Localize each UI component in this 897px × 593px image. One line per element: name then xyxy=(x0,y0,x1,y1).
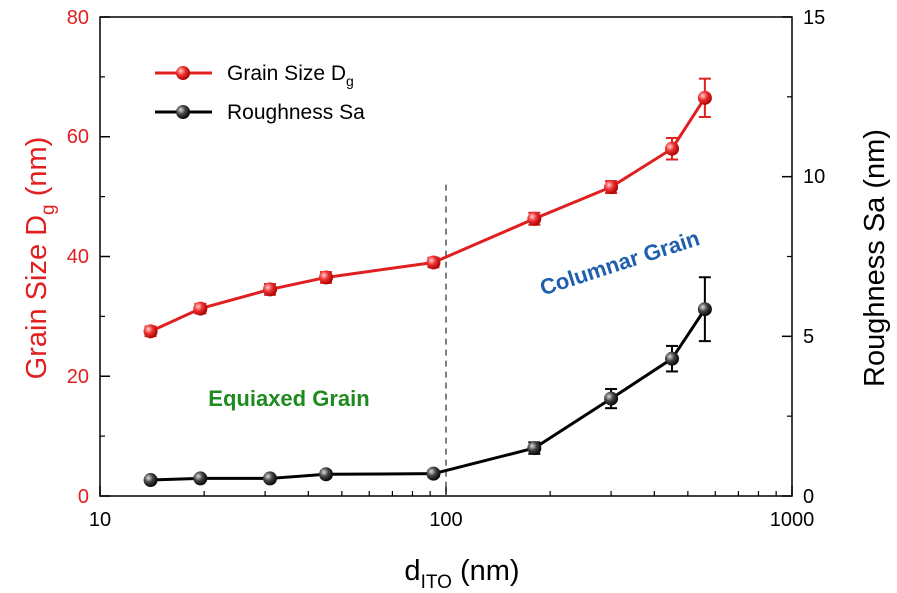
x-axis-title-main: d xyxy=(404,555,420,587)
legend-label-grain-size-sub: g xyxy=(346,73,354,89)
y-left-axis-title-sub: g xyxy=(38,204,59,215)
legend-label-grain-size: Grain Size Dg xyxy=(227,62,354,89)
x-tick-label-1000: 1000 xyxy=(770,509,815,531)
data-point-grain-size xyxy=(319,270,334,285)
annotation-columnar-grain: Columnar Grain xyxy=(537,225,703,300)
y-right-tick-label-10: 10 xyxy=(803,166,825,188)
series-line-grain-size xyxy=(149,97,707,333)
x-tick-label-10: 10 xyxy=(89,509,111,531)
x-tick-labels: 10 100 1000 xyxy=(89,509,814,531)
legend-label-grain-size-main: Grain Size D xyxy=(227,62,346,85)
y-right-tick-labels: 0 5 10 15 xyxy=(803,7,825,508)
y-right-tick-label-5: 5 xyxy=(803,326,814,348)
y-right-axis-title: Roughness Sa (nm) xyxy=(859,129,891,387)
y-left-tick-label-60: 60 xyxy=(67,126,89,148)
y-left-axis-title-main: Grain Size D xyxy=(21,215,53,379)
data-point-roughness xyxy=(263,471,278,486)
data-point-roughness xyxy=(665,351,680,366)
data-point-roughness xyxy=(527,441,542,456)
x-axis-title-unit: (nm) xyxy=(452,555,520,587)
axis-ticks xyxy=(99,16,793,497)
y-left-axis-title: Grain Size Dg (nm) xyxy=(21,137,59,380)
data-point-grain-size xyxy=(263,282,278,297)
data-point-grain-size xyxy=(143,324,158,339)
data-point-roughness xyxy=(319,467,334,482)
y-left-tick-label-80: 80 xyxy=(67,7,89,29)
data-point-roughness xyxy=(193,471,208,486)
data-point-grain-size xyxy=(527,211,542,226)
data-point-roughness xyxy=(143,473,158,488)
data-point-roughness xyxy=(697,302,712,317)
data-point-grain-size xyxy=(697,90,712,105)
data-point-grain-size xyxy=(193,301,208,316)
legend-marker-grain-size xyxy=(176,66,190,80)
legend-label-roughness: Roughness Sa xyxy=(227,101,365,124)
data-point-roughness xyxy=(604,391,619,406)
y-left-axis-title-unit: (nm) xyxy=(21,137,53,205)
y-left-tick-label-40: 40 xyxy=(67,246,89,268)
legend-marker-roughness xyxy=(176,105,190,119)
data-point-grain-size xyxy=(665,141,680,156)
annotation-equiaxed-grain: Equiaxed Grain xyxy=(208,386,369,411)
data-point-roughness xyxy=(426,466,441,481)
x-axis-title-sub: ITO xyxy=(421,572,452,593)
data-point-grain-size xyxy=(604,180,619,195)
data-point-grain-size xyxy=(426,255,441,270)
y-left-tick-label-0: 0 xyxy=(78,486,89,508)
series-layer xyxy=(143,77,712,488)
x-axis-title: dITO (nm) xyxy=(404,555,519,593)
x-tick-label-100: 100 xyxy=(429,509,462,531)
y-left-tick-labels: 0 20 40 60 80 xyxy=(67,7,89,508)
y-right-tick-label-0: 0 xyxy=(803,486,814,508)
y-left-tick-label-20: 20 xyxy=(67,366,89,388)
legend: Grain Size Dg Roughness Sa xyxy=(155,62,365,124)
y-right-tick-label-15: 15 xyxy=(803,7,825,29)
